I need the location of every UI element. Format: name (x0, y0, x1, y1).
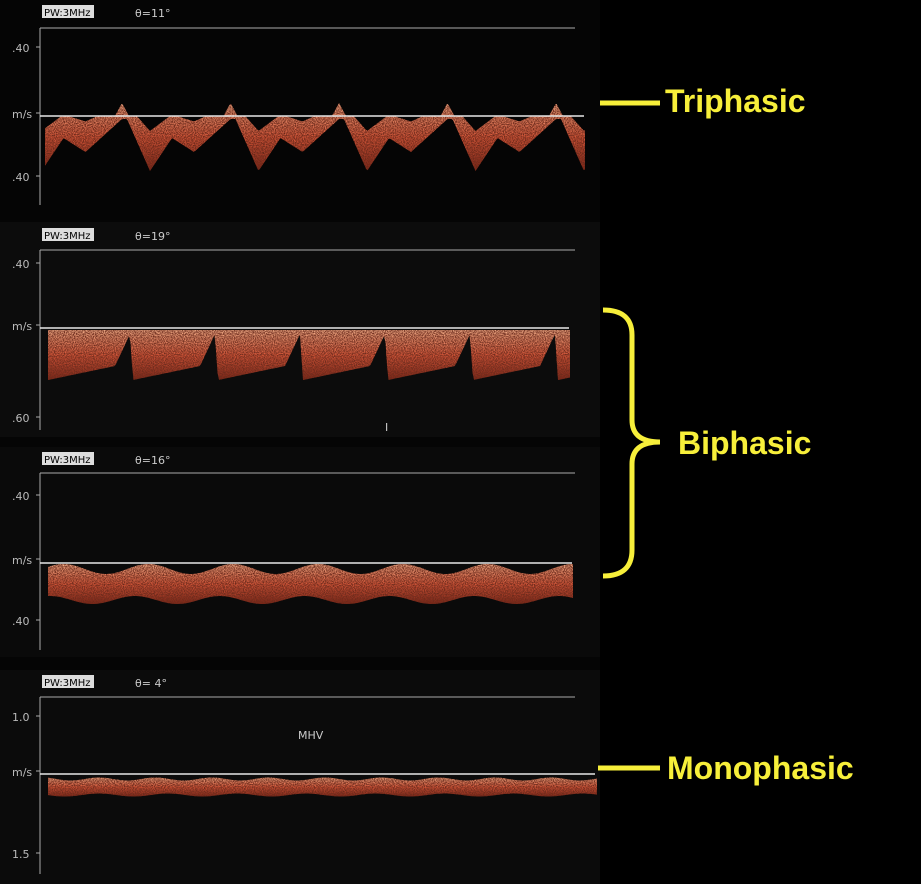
spectrum (48, 564, 573, 604)
axis-label: .40 (12, 171, 30, 184)
axis-label: m/s (12, 766, 32, 779)
panel-bg (0, 222, 600, 437)
angle: θ=19° (135, 230, 170, 243)
probe-tag: PW:3MHz (44, 678, 90, 689)
probe-tag: PW:3MHz (44, 455, 90, 466)
angle: θ=11° (135, 7, 170, 20)
marker: MHV (298, 729, 324, 742)
tag-box (42, 452, 94, 465)
axis-label: 1.0 (12, 711, 30, 724)
tag-box (42, 675, 94, 688)
brace (602, 307, 661, 579)
spectrum (45, 103, 585, 171)
axis-label: m/s (12, 554, 32, 567)
axis-label: 1.5 (12, 848, 30, 861)
axis-label: m/s (12, 320, 32, 333)
axis-label: .60 (12, 412, 30, 425)
probe-tag: PW:3MHz (44, 231, 90, 242)
tag-box (42, 228, 94, 241)
axis-label: .40 (12, 615, 30, 628)
spectrum (48, 330, 570, 380)
marker: I (385, 421, 388, 434)
angle: θ=16° (135, 454, 170, 467)
label: Monophasic (667, 750, 854, 786)
probe-tag: PW:3MHz (44, 8, 90, 19)
panel-bg (0, 670, 600, 884)
axis-label: .40 (12, 42, 30, 55)
axis-label: .40 (12, 258, 30, 271)
axis-label: .40 (12, 490, 30, 503)
tag-box (42, 5, 94, 18)
angle: θ= 4° (135, 677, 167, 690)
panel-bg (0, 447, 600, 657)
spectrum (48, 777, 597, 797)
axis-label: m/s (12, 108, 32, 121)
label: Biphasic (678, 425, 811, 461)
label: Triphasic (665, 83, 806, 119)
